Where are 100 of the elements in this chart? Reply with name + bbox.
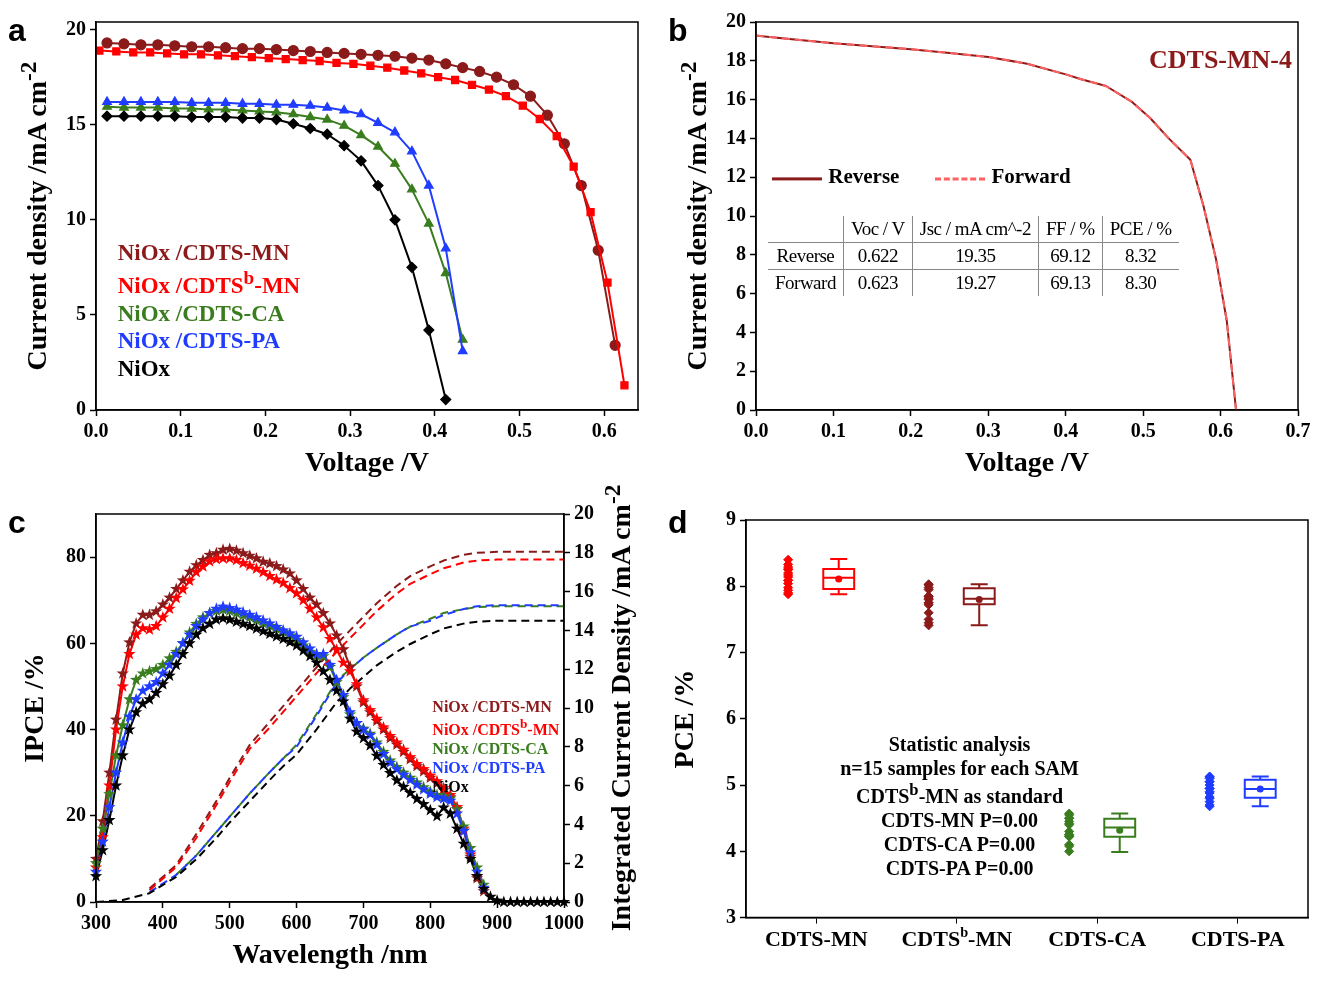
x-tick-label: 0.5 xyxy=(506,419,532,442)
text: NiOx xyxy=(117,355,172,383)
y2-tick-label: 20 xyxy=(574,501,594,524)
x-tick-label: 900 xyxy=(482,911,513,934)
x-tick-label: 500 xyxy=(214,911,245,934)
x-axis-title: Wavelength /nm xyxy=(232,938,428,969)
annotation: Statistic analysis xyxy=(887,732,1032,757)
y-tick-label: 4 xyxy=(736,319,746,342)
category-label: Forward xyxy=(775,272,836,293)
y-axis-title: PCE /% xyxy=(668,669,699,769)
x-tick-label: 0.6 xyxy=(591,419,617,442)
y-tick-label: 80 xyxy=(66,544,86,567)
x-tick-label: 600 xyxy=(281,911,312,934)
y-tick-label: 10 xyxy=(726,203,746,226)
y-tick-label: 8 xyxy=(736,241,746,264)
x-tick-label: 0.6 xyxy=(1208,419,1234,442)
y2-tick-label: 8 xyxy=(574,733,584,756)
y-tick-label: 10 xyxy=(66,206,86,229)
text: 19.35 xyxy=(955,245,996,266)
y2-tick-label: 18 xyxy=(574,539,594,562)
category-label: FF / % xyxy=(1038,216,1103,243)
y-tick-label: 4 xyxy=(726,838,736,861)
text: NiOx /CDTS-MN xyxy=(117,239,291,267)
chart-title: c xyxy=(8,504,26,540)
y2-tick-label: 6 xyxy=(574,772,584,795)
y2-tick-label: 16 xyxy=(574,578,594,601)
y2-tick-label: 0 xyxy=(574,889,584,912)
y-tick-label: 40 xyxy=(66,716,86,739)
y-tick-label: 2 xyxy=(736,358,746,381)
text: 69.12 xyxy=(1050,245,1091,266)
text: NiOx /CDTS$^{b}$-MN xyxy=(117,266,301,301)
x-tick-label: 1000 xyxy=(544,911,584,934)
text: 0.622 xyxy=(857,245,898,266)
x-tick-label: 0.3 xyxy=(975,419,1001,442)
legend-label: Reverse xyxy=(827,164,900,189)
annotation: CDTS-MN P=0.00 xyxy=(880,808,1039,833)
text: 69.13 xyxy=(1050,272,1091,293)
y2-tick-label: 10 xyxy=(574,695,594,718)
x-tick-label: CDTS-PA xyxy=(1190,925,1285,951)
text: 8.30 xyxy=(1125,272,1157,293)
x-axis-title: Voltage /V xyxy=(304,446,430,477)
annotation: CDTS-MN-4 xyxy=(1149,44,1292,76)
category-label: PCE / % xyxy=(1102,216,1179,243)
x-tick-label: 0.0 xyxy=(743,419,769,442)
y-tick-label: 6 xyxy=(736,280,746,303)
y-tick-label: 15 xyxy=(66,111,86,134)
annotation: CDTS-PA P=0.00 xyxy=(884,856,1035,881)
y-tick-label: 6 xyxy=(726,705,736,728)
x-tick-label: CDTS-MN xyxy=(764,925,868,951)
x-tick-label: CDTS-CA xyxy=(1048,925,1147,951)
annotation: CDTS$^{b}$-MN as standard xyxy=(855,780,1065,809)
x-tick-label: 0.1 xyxy=(168,419,194,442)
y-tick-label: 18 xyxy=(726,47,746,70)
y2-tick-label: 4 xyxy=(574,811,584,834)
x-tick-label: 0.2 xyxy=(252,419,278,442)
chart-title: a xyxy=(8,12,26,48)
x-tick-label: 0.4 xyxy=(1053,419,1079,442)
category-label: Voc / V xyxy=(843,216,913,243)
x-tick-label: 0.3 xyxy=(337,419,363,442)
y-tick-label: 9 xyxy=(726,507,736,530)
y-axis-title: IPCE /% xyxy=(18,653,49,763)
y-tick-label: 0 xyxy=(736,397,746,420)
y-tick-label: 0 xyxy=(76,889,86,912)
y-tick-label: 0 xyxy=(76,397,86,420)
y-tick-label: 60 xyxy=(66,630,86,653)
y-tick-label: 5 xyxy=(76,302,86,325)
y-tick-label: 20 xyxy=(66,16,86,39)
y-tick-label: 3 xyxy=(726,904,736,927)
text: NiOx /CDTS-MN xyxy=(432,697,553,717)
x-tick-label: 0.2 xyxy=(898,419,924,442)
x-axis-title: Voltage /V xyxy=(964,446,1090,477)
series-label: NiOx /CDTS-CA xyxy=(432,738,550,759)
text: NiOx /CDTS-PA xyxy=(117,327,282,356)
legend-label: Forward xyxy=(990,164,1071,189)
x-tick-label: 800 xyxy=(415,911,446,934)
category-label: Jsc / mA cm^-2 xyxy=(912,216,1039,243)
series-label: NiOx /CDTS-PA xyxy=(432,758,547,778)
category-label: Reverse xyxy=(776,245,835,266)
x-tick-label: 0.0 xyxy=(83,419,109,442)
series-label: NiOx /CDTS$^{b}$-MN xyxy=(432,716,560,739)
x-tick-label: 400 xyxy=(147,911,178,934)
y-tick-label: 16 xyxy=(726,86,746,109)
annotation: n=15 samples for each SAM xyxy=(840,756,1079,781)
y-tick-label: 12 xyxy=(726,164,746,187)
x-tick-label: 700 xyxy=(348,911,379,934)
x-tick-label: 300 xyxy=(81,911,111,934)
text: 8.32 xyxy=(1125,245,1157,266)
y-tick-label: 8 xyxy=(726,573,736,596)
chart-title: b xyxy=(668,12,688,48)
y-tick-label: 20 xyxy=(726,9,746,32)
y-tick-label: 7 xyxy=(726,639,736,662)
y2-tick-label: 14 xyxy=(574,617,594,640)
annotation: CDTS-CA P=0.00 xyxy=(882,832,1037,857)
text: 19.27 xyxy=(955,272,996,293)
y2-tick-label: 12 xyxy=(574,656,594,679)
text: 0.623 xyxy=(857,272,898,293)
y-tick-label: 5 xyxy=(726,772,736,795)
x-tick-label: 0.7 xyxy=(1285,419,1311,442)
text: NiOx /CDTS-CA xyxy=(117,300,286,328)
chart-title: d xyxy=(668,504,688,540)
